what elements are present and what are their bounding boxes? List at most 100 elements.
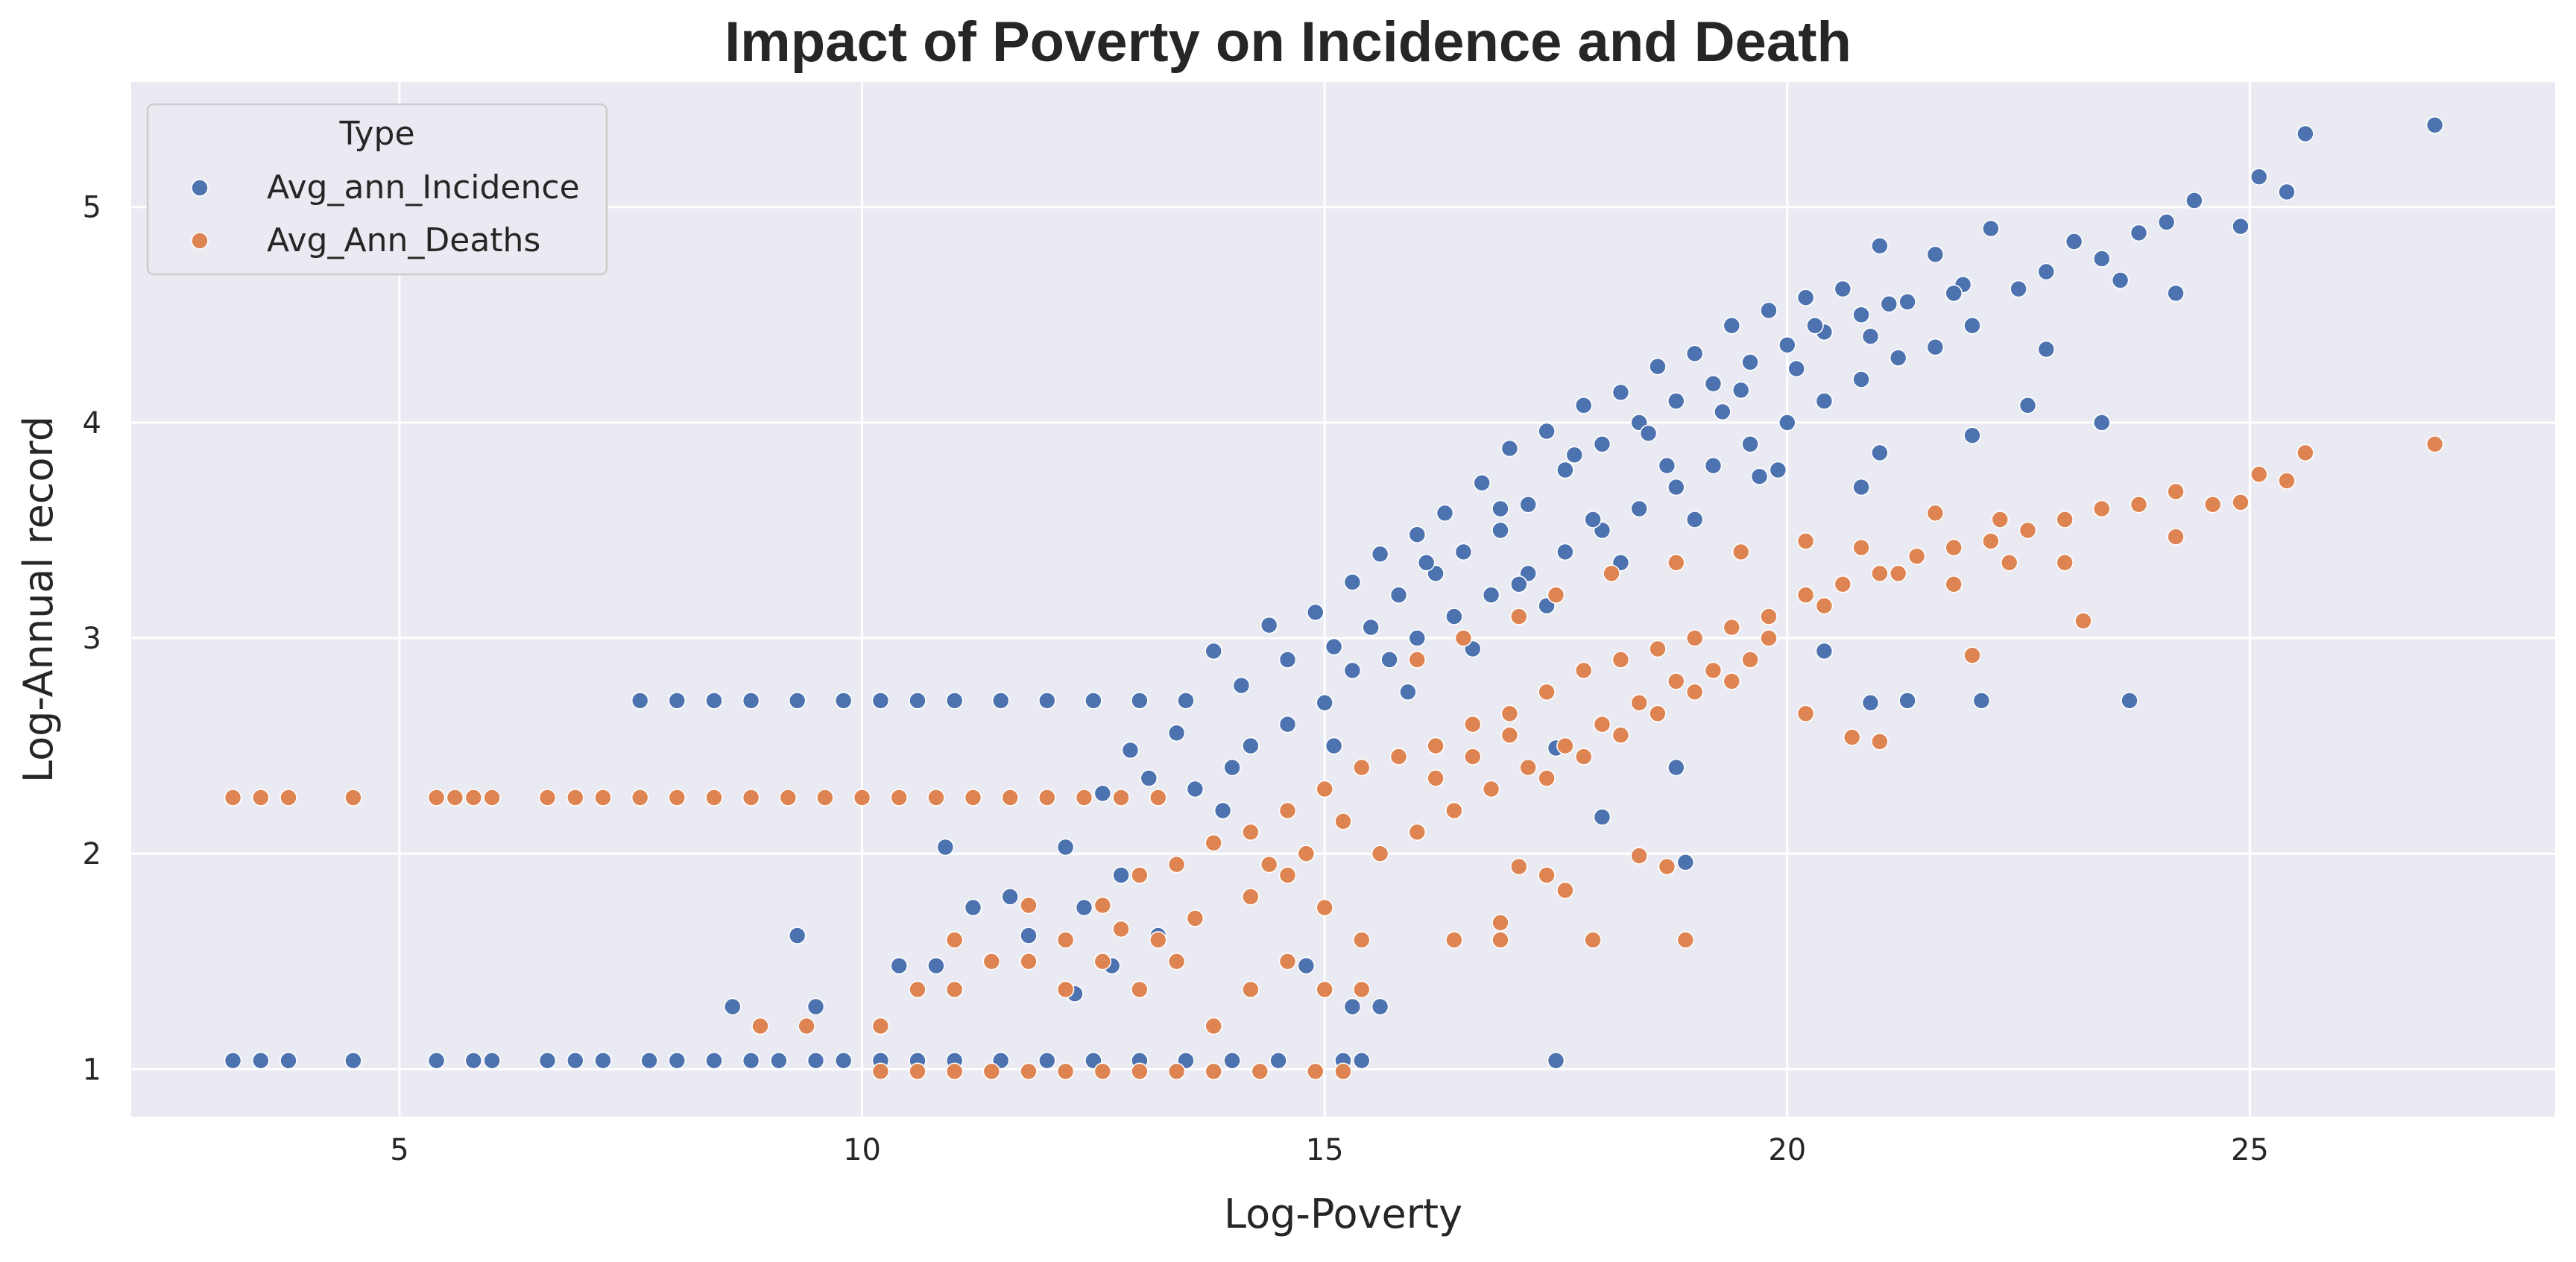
data-point-avg-ann-deaths <box>566 789 584 807</box>
data-point-avg-ann-incidence <box>806 997 825 1016</box>
data-point-avg-ann-incidence <box>788 927 806 944</box>
data-point-avg-ann-deaths <box>1131 1062 1149 1081</box>
data-point-avg-ann-incidence <box>964 898 982 917</box>
data-point-avg-ann-deaths <box>1260 855 1278 874</box>
data-point-avg-ann-incidence <box>1731 381 1750 400</box>
data-point-avg-ann-deaths <box>483 789 501 807</box>
data-point-avg-ann-deaths <box>1408 823 1427 842</box>
data-point-avg-ann-incidence <box>2130 224 2148 242</box>
x-tick-label: 5 <box>390 1133 408 1167</box>
data-point-avg-ann-incidence <box>1815 642 1834 660</box>
data-point-avg-ann-deaths <box>1676 931 1695 949</box>
data-point-avg-ann-deaths <box>1611 726 1630 745</box>
data-point-avg-ann-deaths <box>1500 726 1519 745</box>
data-point-avg-ann-deaths <box>1510 857 1528 876</box>
data-point-avg-ann-incidence <box>1778 414 1796 432</box>
data-point-avg-ann-deaths <box>779 789 798 807</box>
data-point-avg-ann-deaths <box>982 953 1001 971</box>
data-point-avg-ann-incidence <box>1075 898 1093 917</box>
data-point-avg-ann-incidence <box>1380 651 1398 669</box>
data-point-avg-ann-deaths <box>927 789 945 807</box>
data-point-avg-ann-incidence <box>1223 1052 1241 1070</box>
data-point-avg-ann-incidence <box>909 692 926 710</box>
data-point-avg-ann-deaths <box>1685 629 1704 647</box>
data-point-avg-ann-deaths <box>1834 575 1852 593</box>
data-point-avg-ann-incidence <box>1491 499 1509 518</box>
data-point-avg-ann-incidence <box>1574 396 1593 414</box>
data-point-avg-ann-deaths <box>1167 1062 1186 1081</box>
data-point-avg-ann-incidence <box>566 1052 584 1070</box>
data-point-avg-ann-incidence <box>1093 784 1112 803</box>
data-point-avg-ann-incidence <box>427 1052 446 1070</box>
data-point-avg-ann-deaths <box>1149 789 1167 807</box>
data-point-avg-ann-incidence <box>2232 217 2250 236</box>
data-point-avg-ann-deaths <box>1464 748 1482 766</box>
series-avg-ann-incidence <box>224 116 2444 1070</box>
data-point-avg-ann-incidence <box>770 1052 788 1070</box>
data-point-avg-ann-deaths <box>1658 857 1676 876</box>
data-point-avg-ann-incidence <box>1667 758 1685 777</box>
data-point-avg-ann-deaths <box>2278 472 2296 490</box>
data-point-avg-ann-incidence <box>224 1052 242 1070</box>
data-point-avg-ann-deaths <box>427 789 446 807</box>
data-point-avg-ann-deaths <box>2203 495 2222 514</box>
data-point-avg-ann-deaths <box>1242 888 1260 906</box>
data-point-avg-ann-incidence <box>1085 692 1102 710</box>
legend-marker-deaths <box>191 232 209 250</box>
data-point-avg-ann-incidence <box>1510 575 1528 593</box>
data-point-avg-ann-deaths <box>1584 931 1602 949</box>
data-point-avg-ann-incidence <box>1630 499 1648 518</box>
data-point-avg-ann-incidence <box>251 1052 270 1070</box>
x-tick-label: 10 <box>843 1133 881 1167</box>
data-point-avg-ann-incidence <box>1685 344 1704 363</box>
data-point-avg-ann-incidence <box>1815 392 1834 410</box>
data-point-avg-ann-incidence <box>1389 586 1408 605</box>
data-point-avg-ann-deaths <box>1445 931 1463 949</box>
data-point-avg-ann-incidence <box>1704 374 1723 393</box>
data-point-avg-ann-incidence <box>1112 866 1130 884</box>
data-point-avg-ann-incidence <box>1325 637 1343 656</box>
data-point-avg-ann-deaths <box>945 980 964 999</box>
data-point-avg-ann-deaths <box>1796 532 1815 550</box>
x-tick-label: 15 <box>1306 1133 1344 1167</box>
data-point-avg-ann-incidence <box>1213 801 1232 820</box>
data-point-avg-ann-incidence <box>1834 280 1852 298</box>
data-point-avg-ann-deaths <box>1278 953 1297 971</box>
data-point-avg-ann-incidence <box>1056 838 1075 856</box>
data-point-avg-ann-incidence <box>668 1052 686 1070</box>
data-point-avg-ann-incidence <box>1667 478 1685 496</box>
data-point-avg-ann-deaths <box>1982 532 2000 550</box>
data-point-avg-ann-incidence <box>1223 758 1241 777</box>
y-tick-label: 3 <box>83 622 101 656</box>
data-point-avg-ann-deaths <box>1547 586 1565 605</box>
data-point-avg-ann-deaths <box>1038 789 1056 807</box>
data-point-avg-ann-incidence <box>742 692 760 710</box>
data-point-avg-ann-incidence <box>1926 245 1945 264</box>
data-point-avg-ann-incidence <box>723 997 742 1016</box>
data-point-avg-ann-incidence <box>2018 396 2037 414</box>
data-point-avg-ann-deaths <box>1131 866 1149 884</box>
data-point-avg-ann-deaths <box>1112 920 1130 938</box>
data-point-avg-ann-incidence <box>2093 414 2111 432</box>
data-point-avg-ann-deaths <box>1093 896 1112 915</box>
data-point-avg-ann-deaths <box>1685 683 1704 701</box>
data-point-avg-ann-deaths <box>1500 704 1519 723</box>
data-point-avg-ann-incidence <box>1436 504 1454 523</box>
data-point-avg-ann-deaths <box>798 1017 815 1035</box>
data-point-avg-ann-incidence <box>1852 370 1870 388</box>
data-point-avg-ann-incidence <box>1556 543 1574 561</box>
data-point-avg-ann-deaths <box>1667 553 1685 572</box>
data-point-avg-ann-incidence <box>1926 338 1945 356</box>
data-point-avg-ann-deaths <box>1464 715 1482 733</box>
data-point-avg-ann-incidence <box>705 692 723 710</box>
data-point-avg-ann-incidence <box>1362 618 1380 637</box>
data-point-avg-ann-incidence <box>1473 473 1491 492</box>
data-point-avg-ann-incidence <box>2425 116 2444 134</box>
legend-title: Type <box>338 115 414 153</box>
data-point-avg-ann-deaths <box>1871 733 1889 751</box>
data-point-avg-ann-incidence <box>538 1052 557 1070</box>
data-point-avg-ann-incidence <box>1982 219 2000 238</box>
data-point-avg-ann-incidence <box>1750 467 1769 486</box>
data-point-avg-ann-deaths <box>1297 845 1316 862</box>
data-point-avg-ann-incidence <box>1704 456 1723 475</box>
